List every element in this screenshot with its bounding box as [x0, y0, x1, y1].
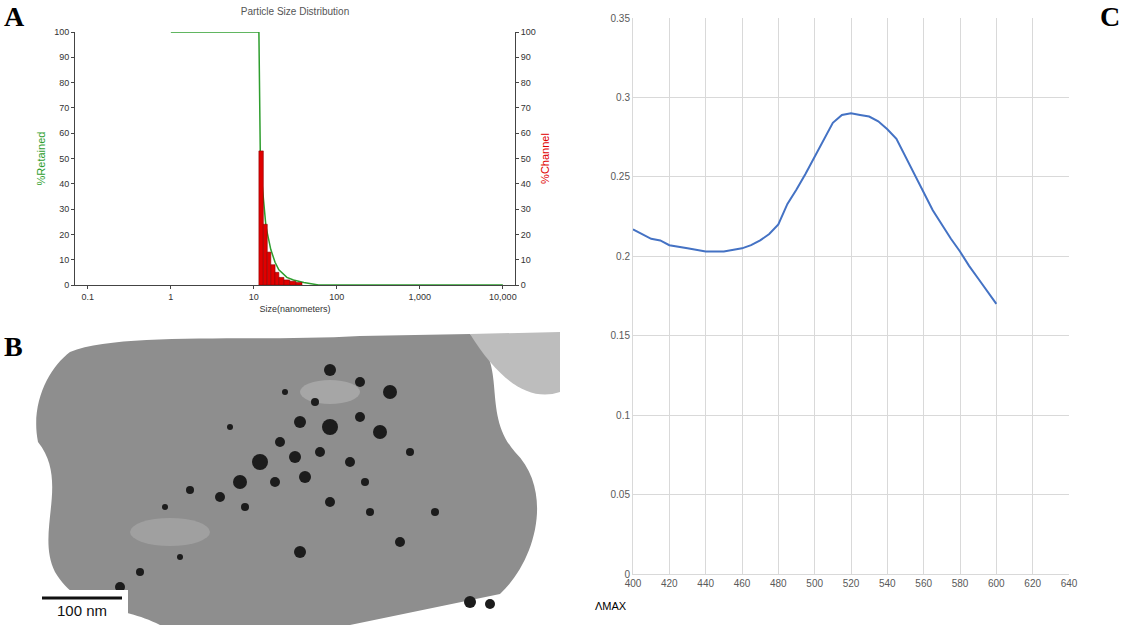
- svg-text:1: 1: [168, 292, 173, 302]
- svg-text:0: 0: [521, 280, 526, 290]
- svg-text:70: 70: [521, 103, 531, 113]
- svg-text:20: 20: [59, 230, 69, 240]
- svg-text:50: 50: [59, 154, 69, 164]
- svg-text:70: 70: [59, 103, 69, 113]
- svg-text:%Channel: %Channel: [539, 133, 551, 184]
- svg-text:40: 40: [521, 179, 531, 189]
- svg-text:Particle Size Distribution: Particle Size Distribution: [241, 6, 349, 17]
- svg-text:10: 10: [521, 255, 531, 265]
- svg-text:90: 90: [59, 52, 69, 62]
- html-text:A: A: [4, 1, 25, 32]
- svg-text:0.15: 0.15: [611, 330, 631, 341]
- svg-text:0.1: 0.1: [616, 410, 630, 421]
- svg-text:520: 520: [843, 578, 860, 589]
- svg-text:40: 40: [59, 179, 69, 189]
- svg-text:0.05: 0.05: [611, 489, 631, 500]
- svg-text:ΛMAX: ΛMAX: [595, 600, 627, 612]
- svg-text:0.2: 0.2: [616, 251, 630, 262]
- svg-text:80: 80: [59, 78, 69, 88]
- svg-text:100: 100: [521, 27, 536, 37]
- svg-text:20: 20: [521, 230, 531, 240]
- svg-text:0: 0: [624, 569, 630, 580]
- svg-text:%Retained: %Retained: [35, 132, 47, 186]
- svg-text:100 nm: 100 nm: [57, 602, 107, 619]
- svg-text:540: 540: [879, 578, 896, 589]
- svg-text:420: 420: [661, 578, 678, 589]
- svg-text:0: 0: [64, 280, 69, 290]
- svg-text:100: 100: [329, 292, 344, 302]
- svg-text:10,000: 10,000: [489, 292, 517, 302]
- svg-text:10: 10: [59, 255, 69, 265]
- svg-text:0.3: 0.3: [616, 92, 630, 103]
- svg-text:1,000: 1,000: [409, 292, 432, 302]
- svg-text:50: 50: [521, 154, 531, 164]
- svg-text:0.35: 0.35: [611, 13, 631, 24]
- svg-text:80: 80: [521, 78, 531, 88]
- svg-text:580: 580: [952, 578, 969, 589]
- svg-text:100: 100: [54, 27, 69, 37]
- svg-text:60: 60: [521, 128, 531, 138]
- svg-text:0.25: 0.25: [611, 171, 631, 182]
- svg-text:90: 90: [521, 52, 531, 62]
- svg-text:400: 400: [625, 578, 642, 589]
- svg-text:Size(nanometers): Size(nanometers): [259, 304, 330, 314]
- svg-text:440: 440: [697, 578, 714, 589]
- html-text:B: B: [4, 331, 23, 362]
- html-text:C: C: [1100, 1, 1121, 32]
- svg-text:10: 10: [249, 292, 259, 302]
- svg-text:480: 480: [770, 578, 787, 589]
- svg-text:60: 60: [59, 128, 69, 138]
- svg-text:500: 500: [806, 578, 823, 589]
- svg-text:30: 30: [59, 204, 69, 214]
- svg-text:600: 600: [988, 578, 1005, 589]
- svg-text:460: 460: [734, 578, 751, 589]
- svg-text:620: 620: [1024, 578, 1041, 589]
- svg-text:640: 640: [1061, 578, 1078, 589]
- svg-text:30: 30: [521, 204, 531, 214]
- svg-text:0.1: 0.1: [82, 292, 95, 302]
- svg-text:560: 560: [915, 578, 932, 589]
